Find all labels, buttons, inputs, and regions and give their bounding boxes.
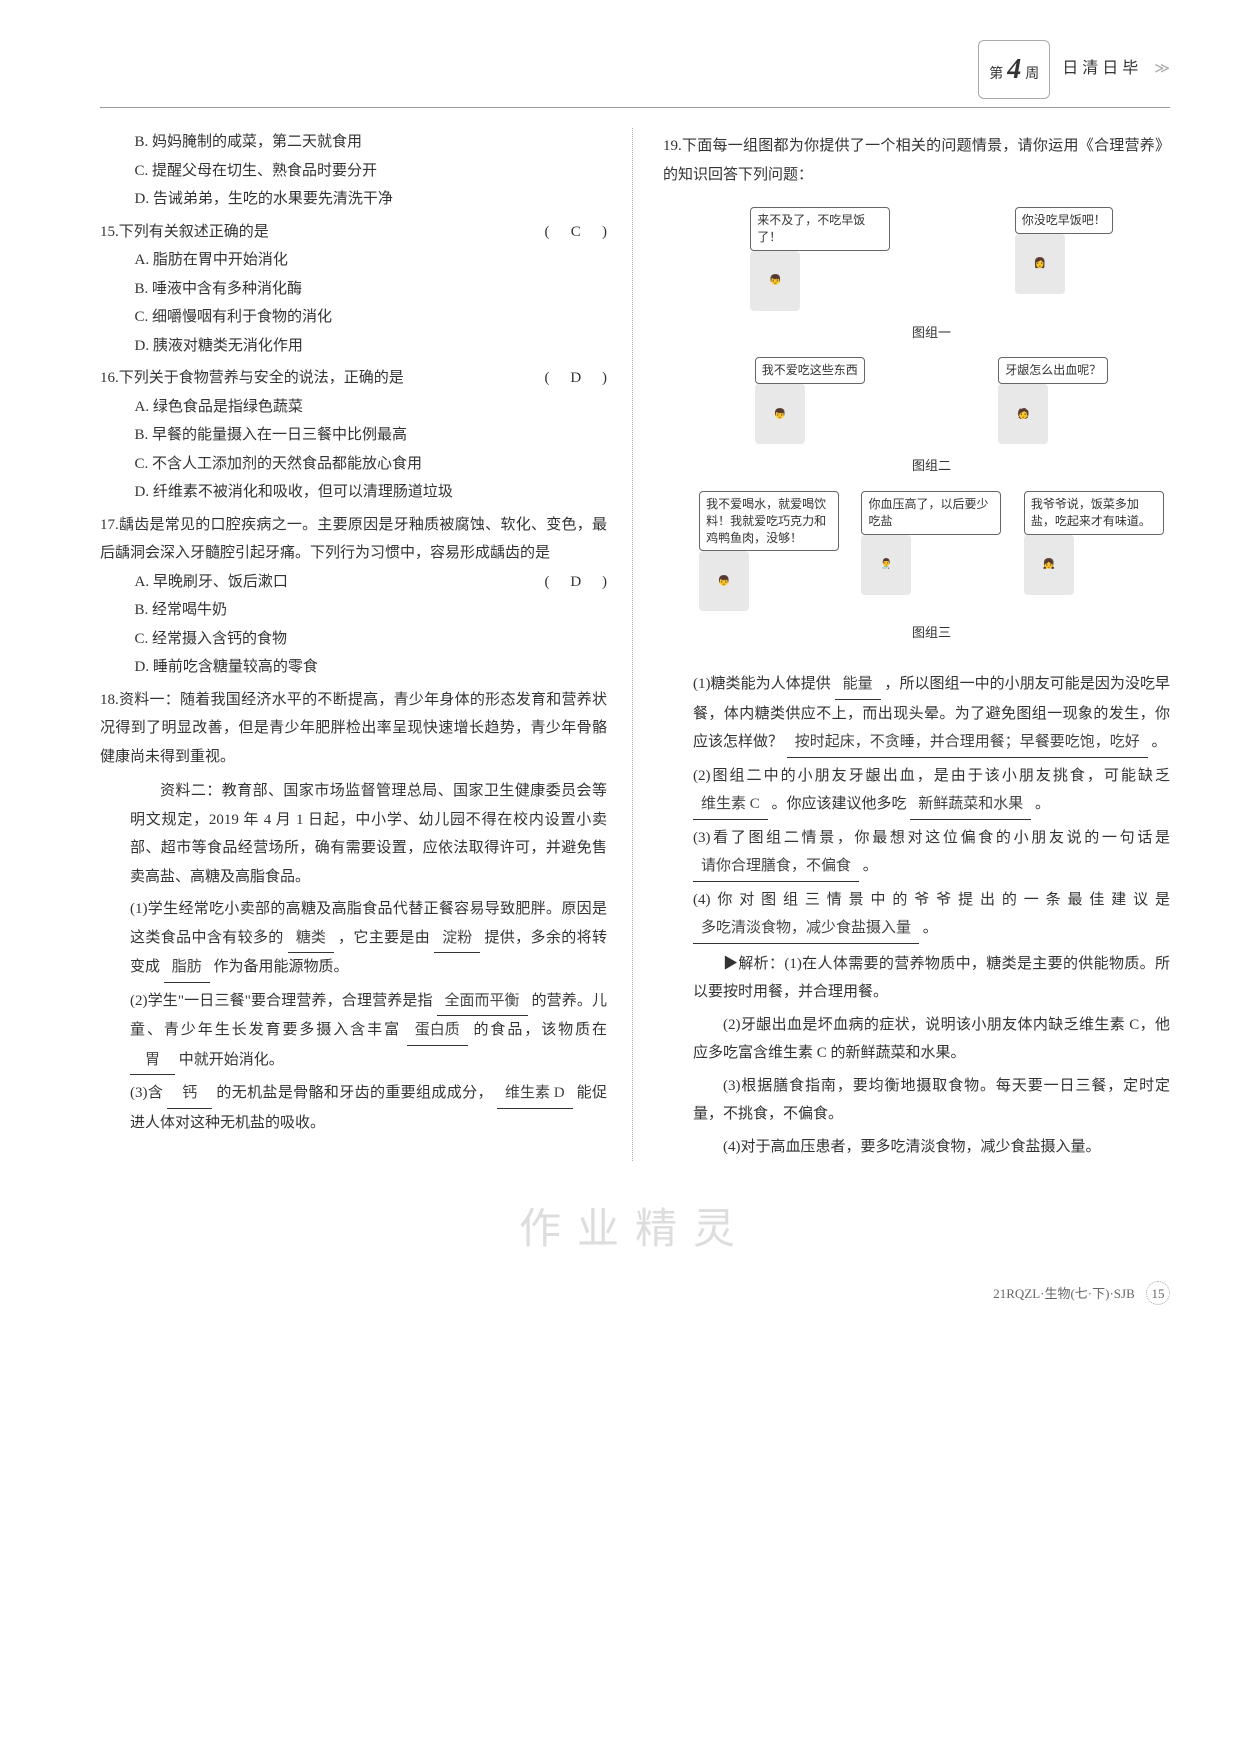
q19-sub3: (3)看了图组二情景，你最想对这位偏食的小朋友说的一句话是 请你合理膳食，不偏食… (663, 824, 1170, 882)
analysis-4: (4)对于高血压患者，要多吃清淡食物，减少食盐摄入量。 (663, 1133, 1170, 1162)
q19-sub1-blank2: 按时起床，不贪睡，并合理用餐；早餐要吃饱，吃好 (787, 728, 1148, 758)
q14-option-d: D. 告诫弟弟，生吃的水果要先清洗干净 (100, 185, 607, 214)
diagram-group-3: 我不爱喝水，就爱喝饮料！我就爱吃巧克力和鸡鸭鱼肉，没够！ 👦 你血压高了，以后要… (693, 491, 1170, 611)
q15-option-c: C. 细嚼慢咽有利于食物的消化 (100, 303, 607, 332)
person-icon: 🧑 (998, 384, 1048, 444)
person-icon: 👦 (750, 251, 800, 311)
q18-mat2: 资料二：教育部、国家市场监督管理总局、国家卫生健康委员会等明文规定，2019 年… (100, 777, 607, 891)
person-icon: 👩 (1015, 234, 1065, 294)
q19-sub4: (4)你对图组三情景中的爷爷提出的一条最佳建议是 多吃清淡食物，减少食盐摄入量 … (663, 886, 1170, 944)
week-badge: 第 4 周 (978, 40, 1050, 99)
q18-sub1: (1)学生经常吃小卖部的高糖及高脂食品代替正餐容易导致肥胖。原因是这类食品中含有… (100, 895, 607, 983)
q17-option-c: C. 经常摄入含钙的食物 (100, 625, 607, 654)
left-column: B. 妈妈腌制的咸菜，第二天就食用 C. 提醒父母在切生、熟食品时要分开 D. … (100, 128, 633, 1161)
q18-sub2: (2)学生"一日三餐"要合理营养，合理营养是指 全面而平衡 的营养。儿童、青少年… (100, 987, 607, 1076)
g2-speech1: 我不爱吃这些东西 (755, 357, 865, 384)
q19-sub4-blank1: 多吃清淡食物，减少食盐摄入量 (693, 914, 919, 944)
q16-option-a: A. 绿色食品是指绿色蔬菜 (100, 393, 607, 422)
analysis-2: (2)牙龈出血是坏血病的症状，说明该小朋友体内缺乏维生素 C，他应多吃富含维生素… (663, 1011, 1170, 1068)
q19-sub1-blank1: 能量 (835, 670, 881, 700)
q17-text: 龋齿是常见的口腔疾病之一。主要原因是牙釉质被腐蚀、软化、变色，最后龋洞会深入牙髓… (100, 517, 607, 562)
analysis-1: ▶解析：(1)在人体需要的营养物质中，糖类是主要的供能物质。所以要按时用餐，并合… (663, 950, 1170, 1007)
q16-answer: D (565, 364, 588, 393)
g2-speech2: 牙龈怎么出血呢？ (998, 357, 1108, 384)
q19-sub2-blank1: 维生素 C (693, 790, 768, 820)
g3-speech3: 我爷爷说，饭菜多加盐，吃起来才有味道。 (1024, 491, 1164, 535)
page-footer: 21RQZL·生物(七·下)·SJB 15 (100, 1281, 1170, 1307)
footer-code: 21RQZL·生物(七·下)·SJB (993, 1286, 1135, 1301)
question-16: 16. 下列关于食物营养与安全的说法，正确的是 ( D ) A. 绿色食品是指绿… (100, 364, 607, 507)
q18-sub1-blank1: 糖类 (288, 924, 334, 954)
g2-label: 图组二 (693, 454, 1170, 479)
question-17: 17.龋齿是常见的口腔疾病之一。主要原因是牙釉质被腐蚀、软化、变色，最后龋洞会深… (100, 511, 607, 682)
g3-speech2: 你血压高了，以后要少吃盐 (861, 491, 1001, 535)
q17-answer-paren: ( D ) (545, 568, 608, 597)
q14-option-c: C. 提醒父母在切生、熟食品时要分开 (100, 157, 607, 186)
q18-sub2-blank1: 全面而平衡 (437, 987, 528, 1017)
q16-answer-paren: ( D ) (545, 364, 608, 393)
q18-num: 18. (100, 692, 119, 708)
q17-num: 17. (100, 517, 119, 533)
q16-num: 16. (100, 364, 119, 393)
q18-sub3-blank2: 维生素 D (497, 1079, 573, 1109)
q18-sub2-blank2: 蛋白质 (407, 1016, 468, 1046)
q19-sub2: (2)图组二中的小朋友牙龈出血，是由于该小朋友挑食，可能缺乏 维生素 C 。你应… (663, 762, 1170, 820)
q19-sub1: (1)糖类能为人体提供 能量 ，所以图组一中的小朋友可能是因为没吃早餐，体内糖类… (663, 670, 1170, 758)
q16-text: 下列关于食物营养与安全的说法，正确的是 ( D ) (119, 364, 607, 393)
arrow-icon: ≫ (1154, 55, 1170, 84)
week-prefix: 第 (989, 62, 1003, 89)
question-18: 18.资料一：随着我国经济水平的不断提高，青少年身体的形态发育和营养状况得到了明… (100, 686, 607, 1138)
q17-option-b: B. 经常喝牛奶 (100, 596, 607, 625)
q19-sub3-blank1: 请你合理膳食，不偏食 (693, 852, 859, 882)
right-column: 19.下面每一组图都为你提供了一个相关的问题情景，请你运用《合理营养》的知识回答… (663, 128, 1170, 1161)
q16-option-b: B. 早餐的能量摄入在一日三餐中比例最高 (100, 421, 607, 450)
person-icon: 👦 (755, 384, 805, 444)
diagram-area: 来不及了，不吃早饭了！ 👦 你没吃早饭吧！ 👩 图组一 我不爱吃这些东西 👦 (663, 189, 1170, 666)
q15-option-a: A. 脂肪在胃中开始消化 (100, 246, 607, 275)
q15-text: 下列有关叙述正确的是 ( C ) (119, 218, 607, 247)
q16-option-d: D. 纤维素不被消化和吸收，但可以清理肠道垃圾 (100, 478, 607, 507)
q15-answer: C (565, 218, 588, 247)
diagram-group-1: 来不及了，不吃早饭了！ 👦 你没吃早饭吧！ 👩 (693, 207, 1170, 311)
content-columns: B. 妈妈腌制的咸菜，第二天就食用 C. 提醒父母在切生、熟食品时要分开 D. … (100, 128, 1170, 1161)
q15-answer-paren: ( C ) (545, 218, 608, 247)
q19-intro: 下面每一组图都为你提供了一个相关的问题情景，请你运用《合理营养》的知识回答下列问… (663, 138, 1170, 183)
q19-sub2-blank2: 新鲜蔬菜和水果 (910, 790, 1031, 820)
page-header: 第 4 周 日清日毕 ≫ (100, 40, 1170, 108)
g1-label: 图组一 (693, 321, 1170, 346)
g3-label: 图组三 (693, 621, 1170, 646)
q15-option-b: B. 唾液中含有多种消化酶 (100, 275, 607, 304)
watermark: 作业精灵 (100, 1191, 1170, 1271)
q15-option-d: D. 胰液对糖类无消化作用 (100, 332, 607, 361)
q16-option-c: C. 不含人工添加剂的天然食品都能放心食用 (100, 450, 607, 479)
person-icon: 👦 (699, 551, 749, 611)
q15-num: 15. (100, 218, 119, 247)
q14-option-b: B. 妈妈腌制的咸菜，第二天就食用 (100, 128, 607, 157)
q17-answer: D (565, 568, 588, 597)
analysis-3: (3)根据膳食指南，要均衡地摄取食物。每天要一日三餐，定时定量，不挑食，不偏食。 (663, 1072, 1170, 1129)
g1-speech1: 来不及了，不吃早饭了！ (750, 207, 890, 251)
q17-option-a: A. 早晚刷牙、饭后漱口 (100, 568, 607, 597)
q19-num: 19. (663, 138, 682, 154)
week-suffix: 周 (1025, 62, 1039, 89)
q18-sub2-blank3: 胃 (130, 1046, 175, 1076)
q18-mat1: 资料一：随着我国经济水平的不断提高，青少年身体的形态发育和营养状况得到了明显改善… (100, 692, 607, 765)
person-icon: 👧 (1024, 535, 1074, 595)
q18-sub3-blank1: 钙 (167, 1079, 212, 1109)
diagram-group-2: 我不爱吃这些东西 👦 牙龈怎么出血呢？ 🧑 (693, 357, 1170, 444)
page-number: 15 (1146, 1281, 1170, 1305)
question-15: 15. 下列有关叙述正确的是 ( C ) A. 脂肪在胃中开始消化 B. 唾液中… (100, 218, 607, 361)
g1-speech2: 你没吃早饭吧！ (1015, 207, 1113, 234)
q17-option-d: D. 睡前吃含糖量较高的零食 (100, 653, 607, 682)
q18-sub1-blank2: 淀粉 (434, 924, 480, 954)
person-icon: 👨‍⚕️ (861, 535, 911, 595)
header-title: 日清日毕 (1062, 54, 1142, 84)
week-number: 4 (1007, 43, 1021, 96)
q18-sub1-blank3: 脂肪 (164, 953, 210, 983)
q18-sub3: (3)含 钙 的无机盐是骨骼和牙齿的重要组成成分， 维生素 D 能促进人体对这种… (100, 1079, 607, 1137)
g3-speech1: 我不爱喝水，就爱喝饮料！我就爱吃巧克力和鸡鸭鱼肉，没够！ (699, 491, 839, 551)
question-19: 19.下面每一组图都为你提供了一个相关的问题情景，请你运用《合理营养》的知识回答… (663, 132, 1170, 1161)
